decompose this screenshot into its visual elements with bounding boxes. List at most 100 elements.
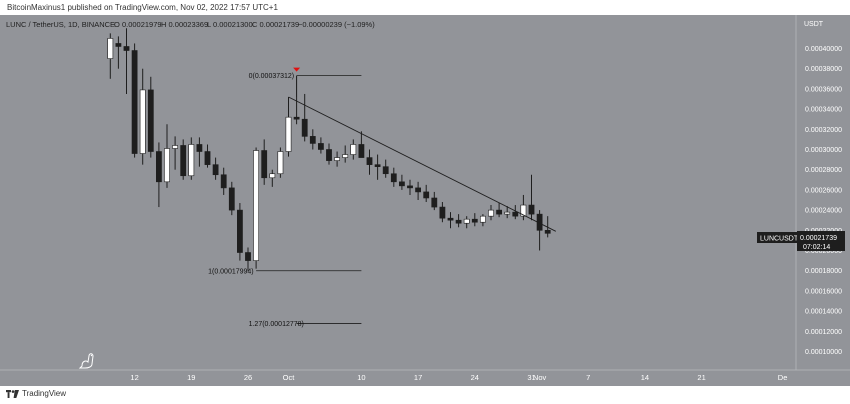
candle-body xyxy=(301,118,308,137)
publish-header-text: BitcoinMaxinus1 published on TradingView… xyxy=(7,3,278,12)
price-tick-label: 0.00024000 xyxy=(805,208,842,215)
dinosaur-icon xyxy=(78,353,94,369)
candle-body xyxy=(204,151,211,165)
svg-text:L 0.00021300: L 0.00021300 xyxy=(207,20,253,29)
candle-body xyxy=(455,219,462,224)
candle-body xyxy=(196,144,203,152)
candle-body xyxy=(415,187,421,193)
candle-body xyxy=(164,148,170,183)
fib-marker-icon xyxy=(293,67,301,72)
legend-high-value: 0.00023369 xyxy=(169,20,209,29)
candle-body xyxy=(504,211,511,215)
price-tick-label: 0.00038000 xyxy=(805,66,842,73)
symbol-tag-text: LUNCUSDT xyxy=(760,236,799,243)
fib-level-label: 1.27(0.00012778) xyxy=(249,321,304,328)
svg-text:−0.00000239 (−1.09%): −0.00000239 (−1.09%) xyxy=(298,20,375,29)
legend-symbol: LUNC / TetherUS, 1D, BINANCE xyxy=(6,20,115,29)
svg-text:LUNC / TetherUS, 1D, BINANCE: LUNC / TetherUS, 1D, BINANCE xyxy=(6,20,115,29)
candle-body xyxy=(253,150,259,261)
candle-body xyxy=(366,157,373,165)
plot-area[interactable] xyxy=(0,15,796,370)
candle-body xyxy=(358,144,365,158)
time-tick-label: Oct xyxy=(283,373,296,382)
price-tick-label: 0.00028000 xyxy=(805,167,842,174)
tradingview-logo[interactable]: TradingView xyxy=(6,389,66,398)
publish-header: BitcoinMaxinus1 published on TradingView… xyxy=(0,0,850,15)
candle-body xyxy=(269,173,276,179)
candle-body xyxy=(488,209,494,217)
legend-low-label: L xyxy=(207,20,211,29)
svg-text:C 0.00021739: C 0.00021739 xyxy=(252,20,299,29)
current-price-text: 0.00021739 xyxy=(800,235,837,242)
candle-body xyxy=(496,209,502,215)
svg-text:H 0.00023369: H 0.00023369 xyxy=(161,20,208,29)
time-tick-label: De xyxy=(778,373,788,382)
candle-body xyxy=(228,187,235,211)
candle-body xyxy=(245,252,251,261)
candle-body xyxy=(147,89,154,152)
legend-open-value: 0.00021979 xyxy=(122,20,162,29)
candle-body xyxy=(293,116,300,120)
candle-body xyxy=(107,38,114,59)
candle-body xyxy=(423,191,430,199)
price-chart[interactable]: 0(0.00037312) 1(0.00017994) 1.27(0.0001277… xyxy=(0,0,850,386)
time-tick-label: 21 xyxy=(697,373,705,382)
fib-level-label: 1(0.00017994) xyxy=(208,268,254,275)
price-tick-label: 0.00020000 xyxy=(805,248,842,255)
symbol-tag xyxy=(757,232,797,243)
resistance-trendline xyxy=(288,96,557,232)
current-price-tag xyxy=(797,231,845,251)
candle-body xyxy=(390,173,397,183)
price-tick-label: 0.00012000 xyxy=(805,329,842,336)
bar-countdown: 07:02:14 xyxy=(803,244,830,251)
candle-body xyxy=(398,181,405,187)
price-tick-label: 0.00036000 xyxy=(805,86,842,93)
legend-high-label: H xyxy=(161,20,166,29)
time-tick-label: 26 xyxy=(244,373,252,382)
legend-low-value: 0.00021300 xyxy=(213,20,253,29)
candle-body xyxy=(180,145,187,177)
time-tick-label: 7 xyxy=(586,373,590,382)
candle-body xyxy=(326,149,332,161)
candle-body xyxy=(528,204,535,215)
candle-body xyxy=(237,209,243,253)
candle-body xyxy=(139,89,146,154)
drawings-layer: 0(0.00037312) 1(0.00017994) 1.27(0.0001277… xyxy=(208,67,557,328)
candle-body xyxy=(479,215,486,223)
candle-body xyxy=(131,50,138,154)
price-tick-label: 0.00032000 xyxy=(805,127,842,134)
candle-body xyxy=(115,43,122,47)
legend-open-label: O xyxy=(114,20,120,29)
tradingview-brand: TradingView xyxy=(22,389,67,398)
candle-body xyxy=(520,204,527,217)
time-tick-label: 17 xyxy=(414,373,422,382)
price-scale[interactable] xyxy=(796,15,850,370)
candle-body xyxy=(342,154,349,158)
candle-body xyxy=(212,164,219,176)
time-tick-label: 14 xyxy=(641,373,649,382)
current-price-tags: LUNCUSDT 0.00021739 07:02:14 xyxy=(757,231,845,251)
candle-body xyxy=(463,218,470,224)
candle-body xyxy=(123,46,130,51)
candle-body xyxy=(382,166,389,175)
candles-layer xyxy=(107,28,551,271)
tradingview-logo-icon xyxy=(6,389,19,398)
candle-body xyxy=(172,145,178,149)
candle-body xyxy=(277,151,284,175)
footer: TradingView xyxy=(0,386,850,404)
candle-body xyxy=(156,151,162,183)
time-scale[interactable] xyxy=(0,370,850,386)
price-tick-label: 0.00040000 xyxy=(805,46,842,53)
time-tick-label: 10 xyxy=(357,373,365,382)
legend-change: −0.00000239 (−1.09%) xyxy=(298,20,375,29)
candle-body xyxy=(471,218,478,223)
price-tick-label: 0.00016000 xyxy=(805,288,842,295)
candle-body xyxy=(350,144,357,155)
time-tick-label: 19 xyxy=(187,373,195,382)
legend: LUNC / TetherUS, 1D, BINANCE O 0.0002197… xyxy=(6,20,375,29)
legend-close-label: C xyxy=(252,20,258,29)
price-tick-label: 0.00010000 xyxy=(805,349,842,356)
candle-body xyxy=(439,206,446,219)
candle-body xyxy=(544,230,551,234)
price-tick-label: 0.00034000 xyxy=(805,107,842,114)
